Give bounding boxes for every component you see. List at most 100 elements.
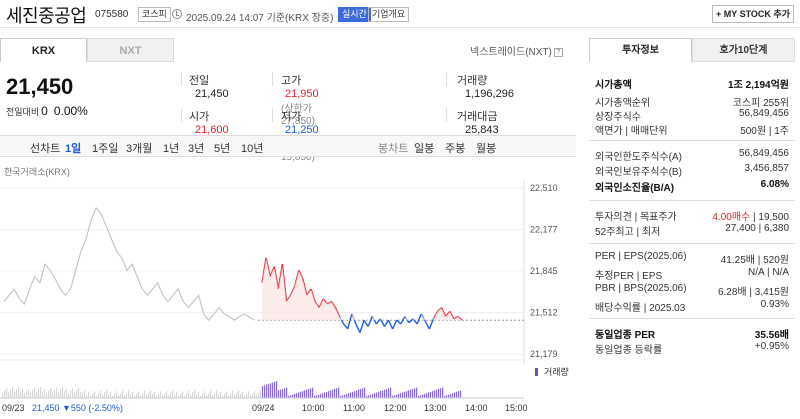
volume-bar [10, 390, 12, 398]
volume-bar [190, 394, 192, 398]
volume-bar [440, 388, 442, 398]
volume-bar [88, 391, 90, 398]
volume-bar [134, 396, 136, 398]
prev-close: 전일 21,450 [189, 72, 229, 100]
volume-bar [70, 390, 72, 398]
volume-bar [162, 395, 164, 398]
volume-bar [272, 382, 274, 398]
volume-bar [432, 391, 434, 398]
volume-bar [90, 396, 92, 398]
today-line-segment [343, 323, 349, 330]
invest-row-label: PBR | BPS(2025.06) [595, 283, 687, 294]
volume-bar [260, 390, 262, 398]
volume-bar [310, 388, 312, 398]
volume-bar [232, 390, 234, 398]
volume-bar [62, 387, 64, 398]
volume-bar [386, 389, 388, 398]
company-overview-button[interactable]: 기업개요 [368, 7, 410, 22]
volume-bar [196, 394, 198, 398]
invest-row-value: 56,849,456 [738, 148, 789, 159]
help-icon[interactable]: ? [553, 47, 563, 57]
volume-bar [236, 392, 238, 398]
volume-bar [100, 390, 102, 398]
volume-bar [360, 389, 362, 398]
volume-bar [424, 393, 426, 398]
volume-bar [344, 394, 346, 398]
invest-row: 배당수익률 | 2025.03 0.93% [595, 299, 789, 314]
volume-bar [164, 393, 166, 398]
candle-week[interactable]: 주봉 [445, 143, 466, 155]
high-label: 고가 [281, 75, 302, 87]
tab-orderbook[interactable]: 호가10단계 [692, 38, 795, 62]
low-value: 21,250 [285, 124, 319, 136]
volume-bar [4, 390, 6, 398]
volume-bar [450, 393, 452, 398]
y-tick-label: 21,179 [530, 349, 558, 359]
volume-bar [448, 394, 450, 398]
volume-bar [36, 391, 38, 398]
tab-krx[interactable]: KRX [0, 38, 87, 62]
period-1d[interactable]: 1일 [65, 143, 82, 155]
today-fill [323, 298, 328, 321]
invest-row: 외국인한도주식수(A) 56,849,456 [595, 148, 789, 163]
invest-row: 외국인보유주식수(B) 3,456,857 [595, 163, 789, 178]
volume-bar [60, 389, 62, 398]
invest-row: PBR | BPS(2025.06) 6.28배 | 3,415원 [595, 283, 789, 298]
volume-bar [296, 393, 298, 398]
volume-bar [326, 391, 328, 398]
volume-bar [430, 391, 432, 398]
today-line-segment [375, 318, 381, 325]
volume-bar [392, 396, 394, 398]
invest-row: 투자의견 | 목표주가 4.00매수 | 19,500 [595, 208, 789, 223]
invest-row-label: 동일업종 등락률 [595, 345, 663, 356]
volume-bar [72, 388, 74, 398]
volume-bar [44, 388, 46, 398]
candle-day[interactable]: 일봉 [414, 143, 435, 155]
volume-bar [354, 391, 356, 398]
y-tick-label: 21,512 [530, 308, 558, 318]
volume-bar [52, 392, 54, 398]
today-fill [306, 289, 311, 321]
period-1y[interactable]: 1년 [163, 143, 180, 155]
volume-bar [340, 396, 342, 398]
volume: 거래량 1,196,296 [457, 72, 514, 100]
volume-bar [132, 391, 134, 398]
volume-bar [160, 391, 162, 398]
volume-bar [84, 390, 86, 398]
invest-row: 외국인소진율(B/A) 6.08% [595, 179, 789, 194]
volume-bar [460, 390, 462, 398]
volume-bar [330, 390, 332, 398]
volume-bar [328, 391, 330, 398]
volume-bar [400, 393, 402, 398]
invest-row-label: 동일업종 PER [595, 330, 656, 341]
volume-bar [336, 388, 338, 398]
candle-chart-button[interactable]: 봉차트 [378, 143, 409, 155]
today-fill [449, 311, 454, 321]
today-line-segment [355, 323, 361, 333]
volume-bar [378, 391, 380, 398]
volume-bar [104, 392, 106, 398]
add-mystock-button[interactable]: + MY STOCK 추가 [712, 5, 794, 23]
volume-bar [50, 388, 52, 398]
volume-bar [456, 391, 458, 398]
today-line-segment [387, 319, 394, 330]
candle-month[interactable]: 월봉 [476, 143, 497, 155]
period-3y[interactable]: 3년 [188, 143, 205, 155]
volume-bar [240, 394, 242, 398]
period-5y[interactable]: 5년 [214, 143, 231, 155]
volume-bar [118, 395, 120, 398]
tab-invest-info[interactable]: 투자정보 [589, 38, 692, 62]
period-10y[interactable]: 10년 [241, 143, 264, 155]
invest-row-label: 액면가 | 매매단위 [595, 126, 668, 137]
volume-bar [324, 392, 326, 398]
realtime-badge[interactable]: 실시간 [338, 7, 371, 22]
today-line-segment [318, 298, 324, 309]
tab-nxt[interactable]: NXT [87, 38, 174, 62]
volume-bar [142, 393, 144, 398]
x-tick-label: 12:00 [384, 403, 407, 413]
period-3m[interactable]: 3개월 [126, 143, 153, 155]
line-chart-button[interactable]: 선차트 [30, 143, 61, 155]
volume-bar [200, 396, 202, 398]
period-1w[interactable]: 1주일 [92, 143, 119, 155]
volume-bar [130, 394, 132, 398]
